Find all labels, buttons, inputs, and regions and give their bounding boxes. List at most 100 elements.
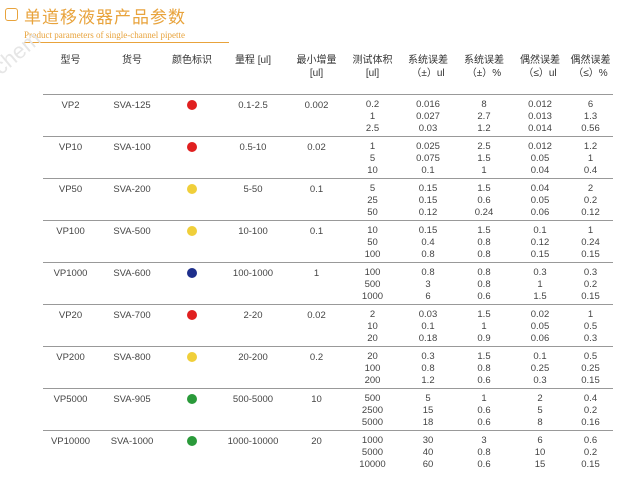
color-indicator-cell [166,178,218,221]
value: 0.8 [421,363,435,374]
value: 100 [364,249,381,260]
value: 30 [422,435,434,446]
value: 0.8 [477,237,491,248]
value: 6 [537,435,543,446]
value: 10 [534,447,546,458]
value: 20 [367,333,378,344]
value: 20 [367,351,378,362]
sku-cell: SVA-1000 [98,430,166,473]
rand-ul-cell: 0.1 0.25 0.3 [512,346,568,389]
column-header-line: 量程 [ul] [234,55,272,66]
value: 0.013 [528,111,552,122]
value: 0.12 [418,207,438,218]
increment-cell: 0.1 [288,178,345,221]
value: 0.24 [581,237,600,248]
value: 0.025 [416,141,440,152]
color-indicator-cell [166,304,218,347]
sys-pct-cell: 3 0.8 0.6 [456,430,512,473]
value: 0.1 [533,225,547,236]
column-header: 货号 [98,54,166,95]
value: 0.03 [418,123,438,134]
value: 2500 [361,405,384,416]
rand-ul-cell: 0.04 0.05 0.06 [512,178,568,221]
sys-ul-cell: 0.025 0.075 0.1 [400,136,456,179]
volume-cell: 100 500 1000 [345,262,400,305]
column-header-line: 偶然误差 [520,55,560,66]
range-cell: 100-1000 [218,262,288,305]
value: 0.15 [418,195,438,206]
color-dot-icon [187,394,197,404]
color-indicator-cell [166,262,218,305]
color-indicator-cell [166,346,218,389]
rand-pct-cell: 1 0.5 0.3 [568,304,613,347]
value: 1 [369,111,376,122]
increment-cell: 0.002 [288,94,345,137]
value: 5 [425,393,431,404]
column-header-line: 系统误差 [408,55,448,66]
model-cell: VP2 [43,94,98,137]
color-indicator-cell [166,430,218,473]
model-cell: VP5000 [43,388,98,431]
value: 0.16 [581,417,600,428]
model-cell: VP100 [43,220,98,263]
value: 0.3 [533,375,547,386]
increment-cell: 10 [288,388,345,431]
range-cell: 0.5-10 [218,136,288,179]
value: 0.075 [416,153,440,164]
value: 3 [425,279,431,290]
sys-pct-cell: 0.8 0.8 0.6 [456,262,512,305]
value: 8 [481,99,487,110]
value: 0.06 [530,333,550,344]
column-header: 偶然误差 （≤）% [568,54,613,95]
value: 0.2 [583,405,598,416]
value: 50 [367,207,378,218]
increment-cell: 20 [288,430,345,473]
value: 1 [587,153,594,164]
value: 2.5 [365,123,380,134]
model-cell: VP20 [43,304,98,347]
rand-ul-cell: 0.3 1 1.5 [512,262,568,305]
value: 2.7 [477,111,491,122]
sys-pct-cell: 2.5 1.5 1 [456,136,512,179]
table-row: VP5000 SVA-905 500-5000 10 500 2500 5000 5 15 18 1… [43,388,613,431]
increment-cell: 1 [288,262,345,305]
value: 0.8 [477,249,491,260]
rand-ul-cell: 0.012 0.013 0.014 [512,94,568,137]
value: 0.8 [477,447,491,458]
value: 0.8 [477,267,491,278]
value: 5000 [361,417,384,428]
table-row: VP50 SVA-200 5-50 0.1 5 25 50 0.15 0.15 0.12 1.5 0.… [43,178,613,221]
value: 0.15 [418,225,438,236]
value: 0.6 [583,435,598,446]
value: 50 [367,237,378,248]
value: 5000 [361,447,384,458]
range-cell: 20-200 [218,346,288,389]
value: 0.12 [581,207,600,218]
value: 0.012 [528,99,552,110]
value: 0.03 [418,309,438,320]
value: 0.3 [533,267,547,278]
range-cell: 1000-10000 [218,430,288,473]
sku-cell: SVA-100 [98,136,166,179]
value: 100 [364,267,381,278]
sys-ul-cell: 0.03 0.1 0.18 [400,304,456,347]
color-dot-icon [187,100,197,110]
value: 1 [481,165,487,176]
value: 1000 [361,435,384,446]
rand-ul-cell: 0.012 0.05 0.04 [512,136,568,179]
sys-ul-cell: 30 40 60 [400,430,456,473]
column-header: 颜色标识 [166,54,218,95]
increment-cell: 0.2 [288,346,345,389]
increment-cell: 0.1 [288,220,345,263]
value: 25 [367,195,378,206]
rand-pct-cell: 1.2 1 0.4 [568,136,613,179]
value: 10 [367,225,378,236]
column-header-line: （≤）% [573,68,608,79]
sku-cell: SVA-700 [98,304,166,347]
value: 0.04 [530,165,550,176]
sys-pct-cell: 1.5 1 0.9 [456,304,512,347]
column-header-line: 最小增量 [296,55,337,66]
range-cell: 10-100 [218,220,288,263]
value: 0.15 [581,375,600,386]
value: 200 [364,375,381,386]
